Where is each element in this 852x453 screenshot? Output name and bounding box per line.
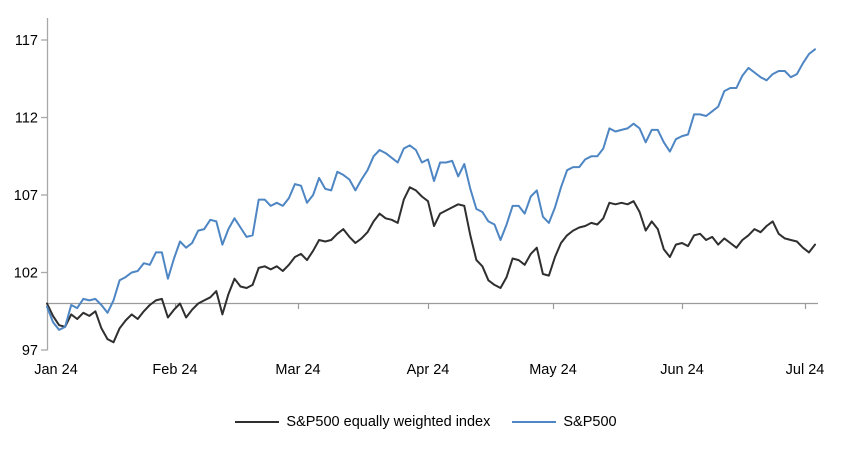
equal-weight-line-swatch — [235, 421, 280, 423]
x-axis-tick-label: Jun 24 — [660, 362, 704, 378]
legend-label-sp500: S&P500 — [563, 414, 617, 430]
x-axis-tick-label: May 24 — [529, 362, 577, 378]
series-line-1 — [46, 48, 816, 331]
legend-item-sp500: S&P500 — [512, 414, 617, 430]
y-axis-tick-label: 97 — [22, 343, 38, 359]
series-line-0 — [46, 186, 816, 344]
sp500-line-swatch — [512, 421, 557, 423]
x-axis-tick-label: Apr 24 — [407, 362, 450, 378]
y-axis-tick-label: 107 — [14, 188, 38, 204]
x-axis-tick-label: Jan 24 — [34, 362, 78, 378]
legend: S&P500 equally weighted index S&P500 — [0, 411, 852, 433]
x-axis-tick-label: Jul 24 — [786, 362, 825, 378]
y-axis-tick-label: 112 — [15, 111, 38, 127]
legend-label-equal-weight: S&P500 equally weighted index — [286, 414, 491, 430]
x-axis-tick-label: Feb 24 — [152, 362, 197, 378]
y-axis-tick-label: 117 — [15, 33, 38, 49]
legend-item-equal-weight: S&P500 equally weighted index — [235, 414, 490, 430]
y-axis-tick-label: 102 — [14, 266, 38, 282]
x-axis-tick-label: Mar 24 — [275, 362, 320, 378]
